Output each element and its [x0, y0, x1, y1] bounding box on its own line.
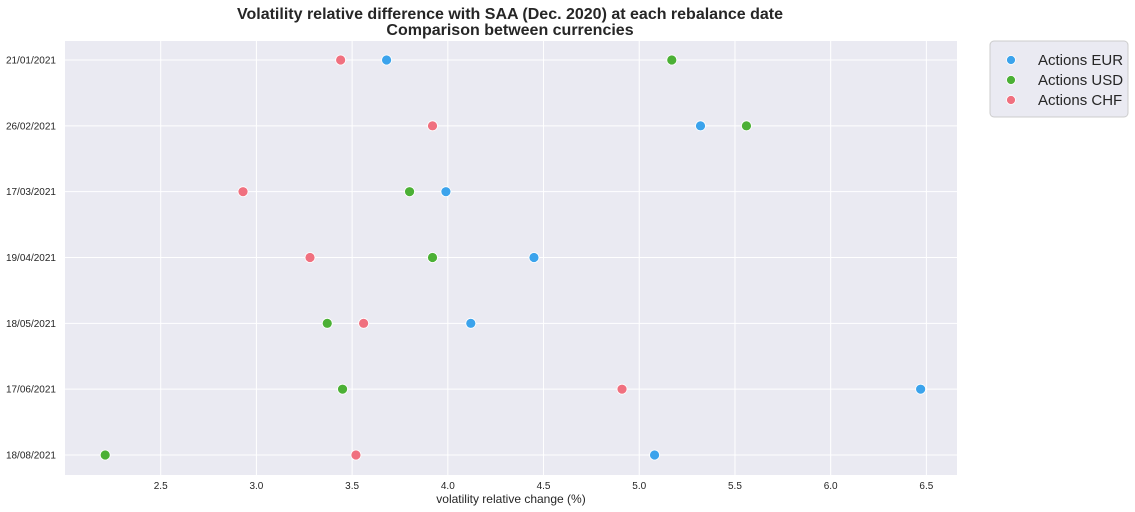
x-tick-label: 6.5	[919, 481, 933, 492]
legend-box	[989, 40, 1129, 118]
data-point-actions-eur	[440, 186, 452, 198]
y-tick-label: 21/01/2021	[6, 56, 56, 67]
data-point-actions-eur	[465, 317, 477, 329]
x-axis-label: volatility relative change (%)	[436, 492, 585, 506]
y-tick-label: 19/04/2021	[6, 253, 56, 264]
data-point-actions-eur	[649, 449, 660, 461]
legend-marker	[1006, 95, 1016, 105]
data-point-actions-chf	[358, 317, 370, 329]
data-points	[99, 54, 927, 461]
data-point-actions-usd	[666, 54, 678, 66]
data-point-actions-usd	[404, 186, 415, 198]
y-tick-label: 18/05/2021	[6, 319, 56, 330]
y-tick-labels: 21/01/2021 26/02/2021 17/03/2021 19/04/2021…	[6, 56, 56, 462]
x-tick-labels: 2.5 3.0 3.5 4.0 4.5 5.0 5.5 6.0 6.5	[154, 481, 934, 492]
chart-title: Volatility relative difference with SAA …	[237, 6, 783, 23]
x-tick-label: 4.5	[537, 481, 551, 492]
x-tick-label: 4.0	[441, 481, 455, 492]
data-point-actions-chf	[304, 252, 316, 263]
data-point-actions-chf	[335, 54, 347, 66]
data-point-actions-usd	[427, 252, 438, 263]
y-tick-label: 17/06/2021	[6, 385, 56, 396]
data-point-actions-chf	[616, 383, 628, 395]
data-point-actions-eur	[528, 252, 540, 263]
legend: Actions EUR Actions USD Actions CHF	[989, 40, 1129, 118]
grid-lines	[65, 41, 957, 475]
data-point-actions-usd	[741, 120, 752, 132]
x-tick-label: 2.5	[154, 481, 168, 492]
x-tick-label: 5.0	[632, 481, 646, 492]
x-tick-label: 3.5	[345, 481, 359, 492]
legend-marker	[1006, 75, 1016, 85]
legend-label: Actions CHF	[1038, 92, 1122, 109]
data-point-actions-usd	[321, 317, 333, 329]
x-tick-label: 6.0	[824, 481, 838, 492]
legend-marker	[1006, 55, 1016, 65]
legend-label: Actions USD	[1038, 72, 1123, 89]
data-point-actions-usd	[99, 449, 111, 461]
data-point-actions-eur	[381, 54, 392, 66]
data-point-actions-usd	[337, 383, 348, 395]
legend-label: Actions EUR	[1038, 52, 1123, 69]
y-tick-label: 18/08/2021	[6, 451, 56, 462]
y-tick-label: 17/03/2021	[6, 187, 56, 198]
y-tick-label: 26/02/2021	[6, 121, 56, 132]
chart-subtitle: Comparison between currencies	[386, 22, 633, 39]
legend-items: Actions EUR Actions USD Actions CHF	[1006, 52, 1123, 109]
data-point-actions-chf	[350, 449, 362, 461]
data-point-actions-chf	[237, 186, 249, 198]
data-point-actions-eur	[695, 120, 706, 132]
data-point-actions-eur	[915, 383, 927, 395]
x-tick-label: 3.0	[249, 481, 263, 492]
data-point-actions-chf	[427, 120, 438, 132]
x-tick-label: 5.5	[728, 481, 742, 492]
